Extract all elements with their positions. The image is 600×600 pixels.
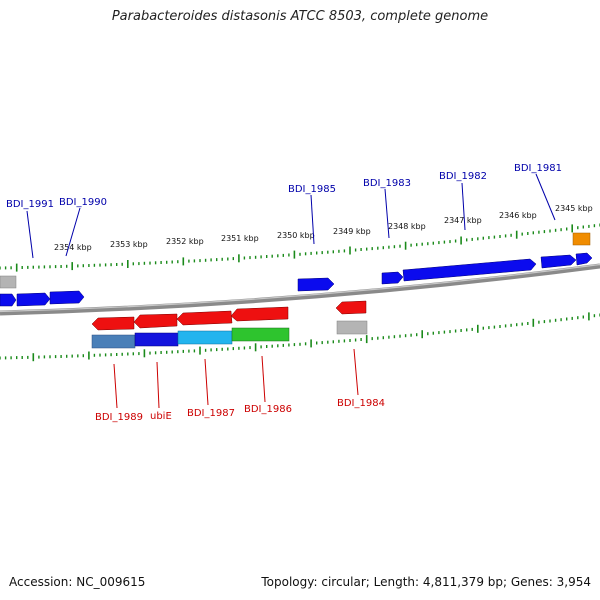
accession-text: Accession: NC_009615 (9, 575, 146, 589)
kbp-label-2350: 2350 kbp (277, 231, 315, 240)
gene-label-BDI_1991[interactable]: BDI_1991 (6, 199, 54, 210)
kbp-label-2353: 2353 kbp (110, 240, 148, 249)
kbp-label-2346: 2346 kbp (499, 211, 537, 220)
gene-label-BDI_1990[interactable]: BDI_1990 (59, 197, 107, 208)
kbp-label-2352: 2352 kbp (166, 237, 204, 246)
kbp-label-2349: 2349 kbp (333, 227, 371, 236)
gene-arrow-reverse[interactable] (91, 316, 135, 331)
gene-arrow-reverse[interactable] (335, 300, 367, 315)
gene-arrow-forward[interactable] (0, 293, 17, 307)
gene-arrow-forward[interactable] (16, 292, 51, 307)
gene-arrow-reverse[interactable] (176, 310, 233, 326)
bottom-tick-scale (0, 312, 600, 362)
label-leader (461, 182, 466, 231)
genome-backbone (0, 263, 600, 316)
gene-label-BDI_1982[interactable]: BDI_1982 (439, 171, 487, 182)
gene-arrow-reverse[interactable] (230, 306, 289, 322)
label-leader (310, 194, 315, 245)
gene-label-BDI_1985[interactable]: BDI_1985 (288, 184, 336, 195)
gene-arrow-forward[interactable] (575, 252, 593, 266)
gene-arrow-forward[interactable] (49, 290, 85, 305)
label-leader (204, 358, 209, 406)
label-leader (261, 355, 266, 403)
map-title: Parabacteroides distasonis ATCC 8503, co… (111, 9, 489, 24)
gene-arrow-reverse[interactable] (133, 313, 178, 329)
genome-summary-text: Topology: circular; Length: 4,811,379 bp… (261, 575, 591, 589)
gene-arrow-forward[interactable] (402, 258, 537, 282)
kbp-label-2345: 2345 kbp (555, 204, 593, 213)
gene-arrow-forward[interactable] (540, 254, 577, 269)
forward-genes (0, 232, 593, 307)
label-leader (353, 348, 359, 396)
rna-gene-box[interactable] (572, 232, 591, 246)
gene-label-BDI_1986[interactable]: BDI_1986 (244, 404, 292, 415)
gene-label-BDI_1987[interactable]: BDI_1987 (187, 408, 235, 419)
gene-label-BDI_1989[interactable]: BDI_1989 (95, 412, 143, 423)
label-leader (113, 363, 118, 409)
label-leader (26, 210, 34, 259)
label-leader (156, 361, 160, 409)
kbp-label-2354: 2354 kbp (54, 243, 92, 252)
label-leader (535, 173, 556, 221)
gene-arrow-forward[interactable] (297, 277, 335, 292)
pseudo-gene-box[interactable] (0, 275, 17, 289)
pseudo-gene-box[interactable] (336, 320, 368, 335)
kbp-label-2347: 2347 kbp (444, 216, 482, 225)
reverse-genes (91, 300, 367, 331)
gene-arrow-forward[interactable] (381, 271, 404, 285)
gene-label-BDI_1984[interactable]: BDI_1984 (337, 398, 385, 409)
category-box[interactable] (134, 332, 179, 347)
category-box[interactable] (91, 334, 136, 349)
kbp-label-2348: 2348 kbp (388, 222, 426, 231)
label-leader (65, 207, 81, 257)
category-boxes (91, 320, 368, 349)
top-tick-scale (0, 223, 600, 272)
category-box[interactable] (231, 327, 290, 342)
label-leader (384, 188, 390, 239)
gene-label-ubiE[interactable]: ubiE (150, 411, 172, 422)
kbp-label-2351: 2351 kbp (221, 234, 259, 243)
gene-label-BDI_1983[interactable]: BDI_1983 (363, 178, 411, 189)
gene-label-BDI_1981[interactable]: BDI_1981 (514, 163, 562, 174)
category-box[interactable] (177, 330, 233, 345)
